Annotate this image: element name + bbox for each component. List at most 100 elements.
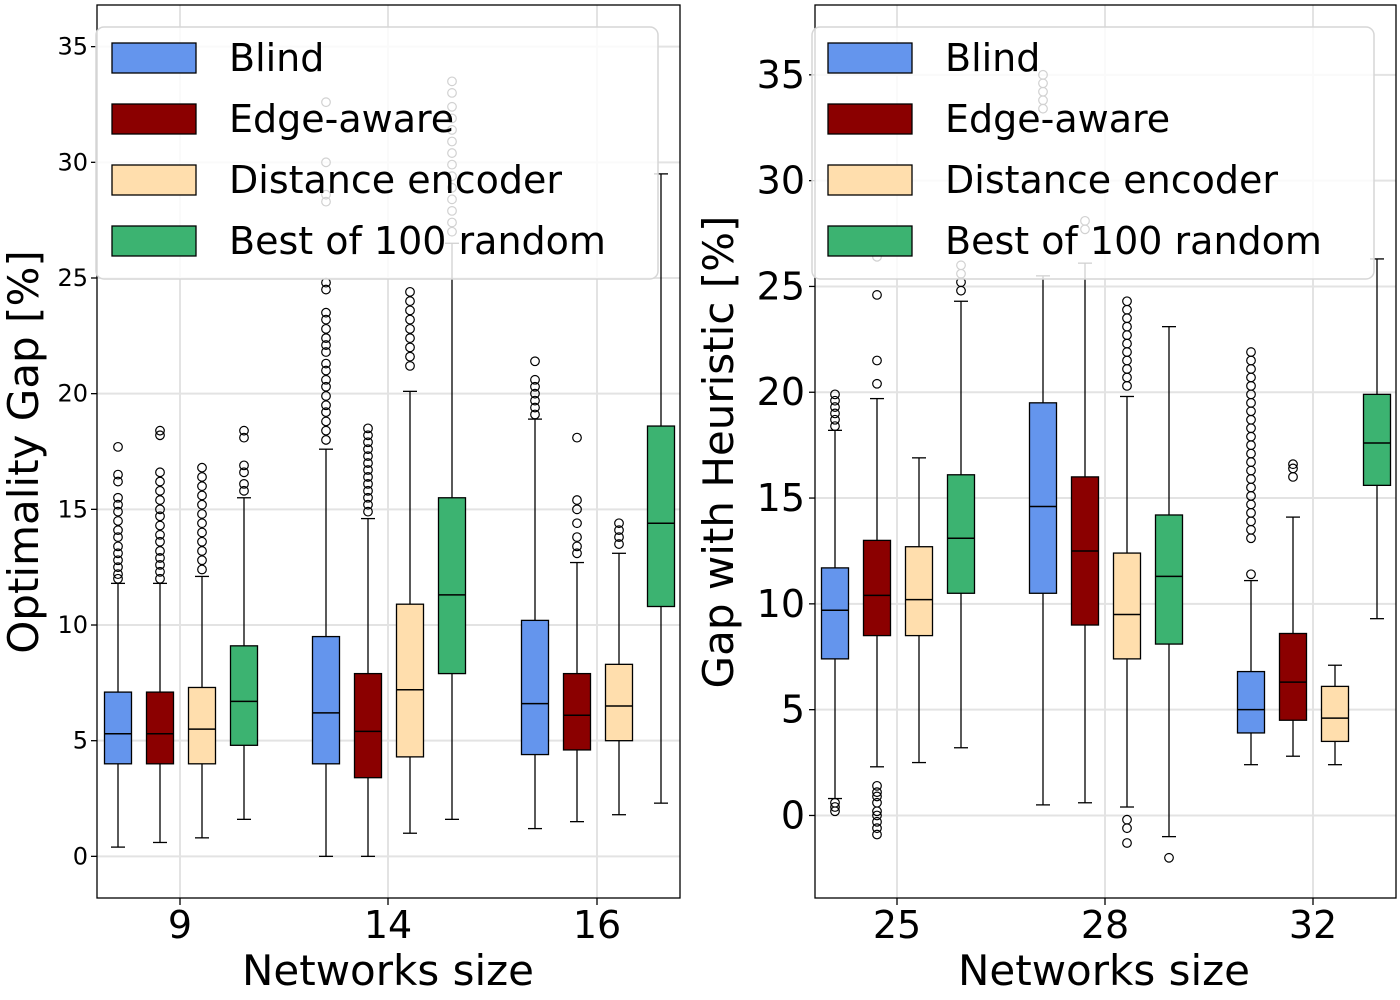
outlier-point	[1246, 414, 1256, 425]
box-best-of-100-random-9	[229, 425, 259, 820]
outlier-point	[363, 437, 373, 448]
box-iqr	[1028, 402, 1058, 594]
legend-frame	[95, 26, 659, 280]
outlier-point	[1164, 852, 1174, 863]
legend-swatch	[827, 103, 913, 135]
outlier-point	[1122, 814, 1132, 825]
box-iqr	[946, 474, 976, 594]
outlier-point	[321, 435, 331, 445]
outlier-point	[872, 823, 882, 834]
outlier-point	[363, 451, 373, 462]
outlier-point	[1122, 355, 1132, 366]
outlier-point	[197, 564, 207, 575]
box-blind-25	[820, 389, 850, 817]
outlier-point	[155, 430, 165, 441]
outlier-point	[1122, 347, 1132, 357]
outlier-point	[530, 356, 540, 367]
box-blind-9	[103, 441, 133, 848]
outlier-point	[572, 548, 582, 559]
outlier-point	[321, 347, 331, 357]
outlier-point	[530, 409, 540, 420]
y-tick-label: 25	[757, 264, 805, 308]
outlier-point	[321, 358, 331, 369]
outlier-point	[363, 506, 373, 517]
outlier-point	[197, 555, 207, 566]
box-distance-encoder-16	[604, 518, 634, 816]
legend-swatch	[111, 164, 197, 196]
outlier-point	[155, 520, 165, 531]
outlier-point	[830, 806, 840, 817]
outlier-point	[405, 361, 415, 371]
outlier-point	[572, 432, 582, 443]
outlier-point	[113, 476, 123, 487]
outlier-point	[1246, 533, 1256, 544]
x-tick-label: 32	[1289, 903, 1337, 947]
box-edge-aware-9	[145, 425, 175, 844]
legend-swatch	[827, 225, 913, 257]
outlier-point	[113, 562, 123, 573]
y-tick-label: 35	[57, 33, 88, 61]
outlier-point	[405, 342, 415, 353]
box-best-of-100-random-32	[1362, 258, 1392, 620]
outlier-point	[113, 573, 123, 584]
outlier-point	[1246, 499, 1256, 510]
y-tick-label: 30	[757, 159, 805, 203]
outlier-point	[872, 816, 882, 827]
outlier-point	[155, 553, 165, 563]
outlier-point	[1122, 304, 1132, 315]
legend-label: Distance encoder	[229, 158, 562, 202]
left-x-axis-title: Networks size	[242, 946, 534, 995]
outlier-point	[155, 511, 165, 522]
box-iqr	[145, 691, 175, 765]
legend-label: Best of 100 random	[229, 219, 606, 263]
box-iqr	[862, 539, 892, 637]
outlier-point	[321, 425, 331, 436]
box-edge-aware-16	[562, 432, 592, 823]
outlier-point	[321, 381, 331, 392]
outlier-point	[321, 400, 331, 411]
outlier-point	[1246, 569, 1256, 580]
x-tick-labels: 25 28 32	[873, 898, 1337, 947]
outlier-point	[155, 425, 165, 436]
outlier-point	[872, 797, 882, 808]
box-best-of-100-random-28	[1154, 325, 1184, 863]
outlier-point	[1246, 457, 1256, 467]
legend-label: Edge-aware	[945, 97, 1170, 141]
outlier-point	[830, 421, 840, 432]
outlier-point	[1246, 431, 1256, 442]
box-iqr	[437, 497, 467, 675]
box-best-of-100-random-25	[946, 260, 976, 749]
box-iqr	[646, 425, 676, 608]
right-y-axis-title: Gap with Heuristic [%]	[694, 216, 743, 689]
outlier-point	[155, 467, 165, 478]
y-tick-labels: 0 5 10 15 20 25 30 35	[57, 33, 97, 870]
outlier-point	[197, 536, 207, 547]
outlier-point	[113, 516, 123, 526]
outlier-point	[155, 485, 165, 496]
outlier-point	[197, 546, 207, 556]
outlier-point	[530, 402, 540, 413]
outlier-point	[321, 365, 331, 376]
outlier-point	[405, 351, 415, 362]
y-tick-label: 0	[781, 793, 805, 837]
box-iqr	[604, 663, 634, 742]
outlier-point	[197, 527, 207, 538]
outlier-point	[405, 323, 415, 334]
box-iqr	[1320, 685, 1350, 743]
outlier-point	[363, 430, 373, 441]
outlier-point	[1246, 347, 1256, 357]
x-tick-label: 25	[873, 903, 921, 947]
outlier-point	[872, 290, 882, 300]
legend-swatch	[111, 225, 197, 257]
box-distance-encoder-25	[904, 457, 934, 764]
box-blind-28	[1028, 69, 1058, 806]
outlier-point	[530, 374, 540, 385]
outlier-point	[321, 314, 331, 325]
outlier-point	[614, 532, 624, 542]
legend-label: Blind	[229, 36, 324, 80]
outlier-point	[830, 414, 840, 425]
outlier-point	[572, 504, 582, 515]
outlier-point	[1288, 459, 1298, 470]
outlier-point	[405, 286, 415, 297]
outlier-point	[155, 476, 165, 487]
